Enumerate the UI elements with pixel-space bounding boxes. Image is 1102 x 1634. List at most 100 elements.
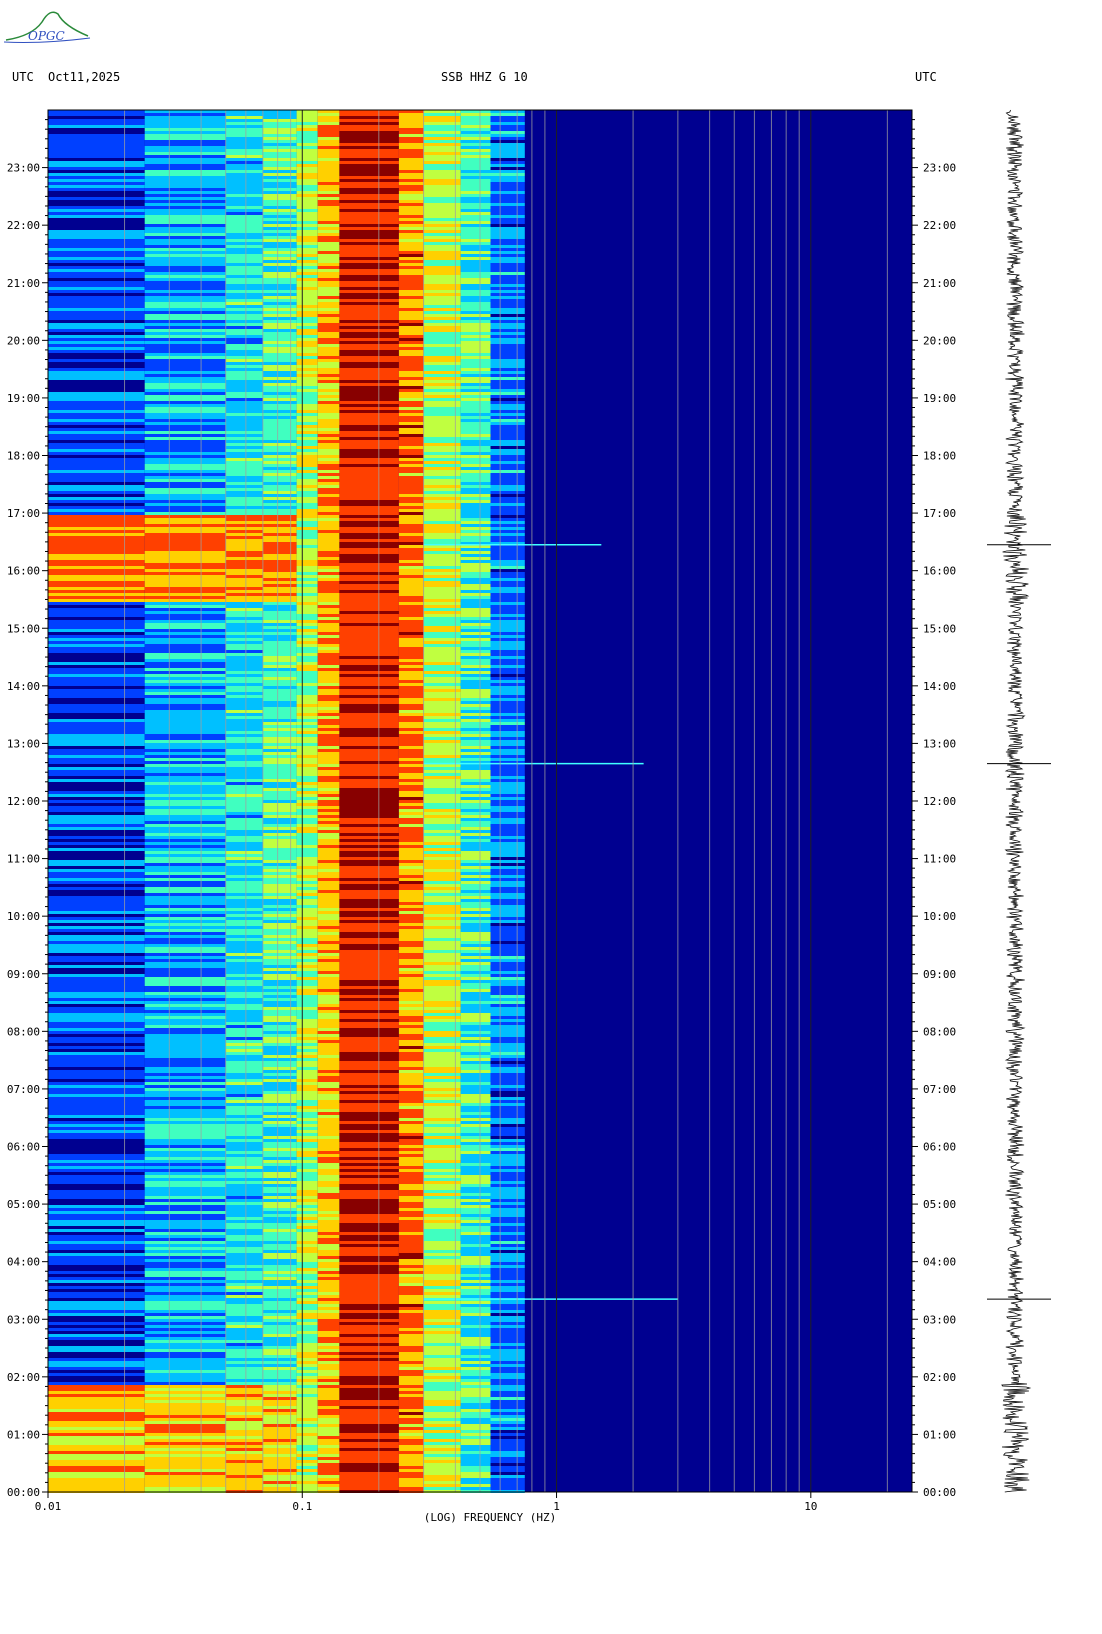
heatmap-cell — [490, 671, 525, 674]
heatmap-cell — [490, 455, 525, 458]
heatmap-cell — [490, 341, 525, 344]
heatmap-cell — [460, 1124, 491, 1127]
heatmap-cell — [48, 125, 145, 128]
heatmap-cell — [317, 992, 340, 995]
heatmap-cell — [144, 290, 226, 293]
heatmap-cell — [317, 221, 340, 224]
heatmap-cell — [48, 1139, 145, 1142]
heatmap-cell — [144, 782, 226, 785]
heatmap-cell — [296, 992, 318, 995]
heatmap-cell — [339, 1331, 399, 1334]
heatmap-cell — [262, 824, 297, 827]
heatmap-cell — [317, 188, 340, 191]
heatmap-cell — [262, 1100, 297, 1103]
heatmap-cell — [144, 722, 226, 725]
heatmap-cell — [423, 257, 461, 260]
heatmap-cell — [296, 362, 318, 365]
heatmap-cell — [317, 770, 340, 773]
heatmap-cell — [144, 392, 226, 395]
heatmap-cell — [144, 1256, 226, 1259]
heatmap-cell — [296, 407, 318, 410]
heatmap-cell — [296, 1268, 318, 1271]
heatmap-cell — [144, 662, 226, 665]
heatmap-cell — [398, 1169, 424, 1172]
heatmap-cell — [460, 176, 491, 179]
heatmap-cell — [48, 1373, 145, 1376]
heatmap-cell — [48, 443, 145, 446]
heatmap-cell — [398, 1187, 424, 1190]
heatmap-cell — [262, 1334, 297, 1337]
heatmap-cell — [398, 542, 424, 545]
heatmap-cell — [317, 1226, 340, 1229]
heatmap-cell — [423, 1460, 461, 1463]
heatmap-cell — [460, 218, 491, 221]
heatmap-cell — [296, 1361, 318, 1364]
heatmap-cell — [262, 146, 297, 149]
heatmap-cell — [317, 605, 340, 608]
heatmap-cell — [339, 1136, 399, 1139]
heatmap-cell — [423, 305, 461, 308]
heatmap-cell — [398, 221, 424, 224]
heatmap-cell — [144, 767, 226, 770]
heatmap-cell — [490, 803, 525, 806]
heatmap-cell — [48, 881, 145, 884]
heatmap-cell — [296, 1295, 318, 1298]
heatmap-cell — [339, 305, 399, 308]
heatmap-cell — [48, 1121, 145, 1124]
heatmap-cell — [339, 1361, 399, 1364]
heatmap-cell — [317, 233, 340, 236]
heatmap-cell — [48, 167, 145, 170]
heatmap-cell — [225, 347, 263, 350]
heatmap-cell — [144, 959, 226, 962]
heatmap-cell — [144, 1016, 226, 1019]
heatmap-cell — [460, 1208, 491, 1211]
heatmap-cell — [225, 890, 263, 893]
heatmap-cell — [48, 476, 145, 479]
heatmap-cell — [144, 500, 226, 503]
heatmap-cell — [225, 1316, 263, 1319]
heatmap-cell — [262, 368, 297, 371]
heatmap-cell — [339, 317, 399, 320]
heatmap-cell — [423, 1334, 461, 1337]
heatmap-cell — [317, 707, 340, 710]
heatmap-cell — [423, 869, 461, 872]
heatmap-cell — [339, 911, 399, 914]
heatmap-cell — [423, 359, 461, 362]
heatmap-cell — [296, 878, 318, 881]
heatmap-cell — [262, 743, 297, 746]
heatmap-cell — [296, 1247, 318, 1250]
heatmap-cell — [423, 173, 461, 176]
heatmap-cell — [490, 230, 525, 233]
heatmap-cell — [48, 269, 145, 272]
heatmap-cell — [460, 374, 491, 377]
heatmap-cell — [423, 1106, 461, 1109]
heatmap-cell — [48, 440, 145, 443]
heatmap-cell — [339, 1370, 399, 1373]
heatmap-cell — [262, 1076, 297, 1079]
heatmap-cell — [262, 1466, 297, 1469]
heatmap-cell — [423, 1076, 461, 1079]
heatmap-cell — [460, 398, 491, 401]
heatmap-cell — [262, 1079, 297, 1082]
heatmap-cell — [490, 281, 525, 284]
heatmap-cell — [490, 302, 525, 305]
heatmap-cell — [490, 116, 525, 119]
heatmap-cell — [262, 950, 297, 953]
heatmap-cell — [144, 1418, 226, 1421]
heatmap-cell — [262, 1130, 297, 1133]
heatmap-cell — [296, 1115, 318, 1118]
heatmap-cell — [460, 359, 491, 362]
heatmap-cell — [423, 665, 461, 668]
heatmap-cell — [339, 221, 399, 224]
heatmap-cell — [423, 725, 461, 728]
heatmap-cell — [423, 245, 461, 248]
heatmap-cell — [460, 1316, 491, 1319]
heatmap-cell — [296, 326, 318, 329]
heatmap-cell — [317, 434, 340, 437]
heatmap-cell — [490, 800, 525, 803]
heatmap-cell — [144, 404, 226, 407]
heatmap-cell — [48, 539, 145, 542]
heatmap-cell — [423, 935, 461, 938]
heatmap-cell — [423, 782, 461, 785]
heatmap-cell — [48, 314, 145, 317]
